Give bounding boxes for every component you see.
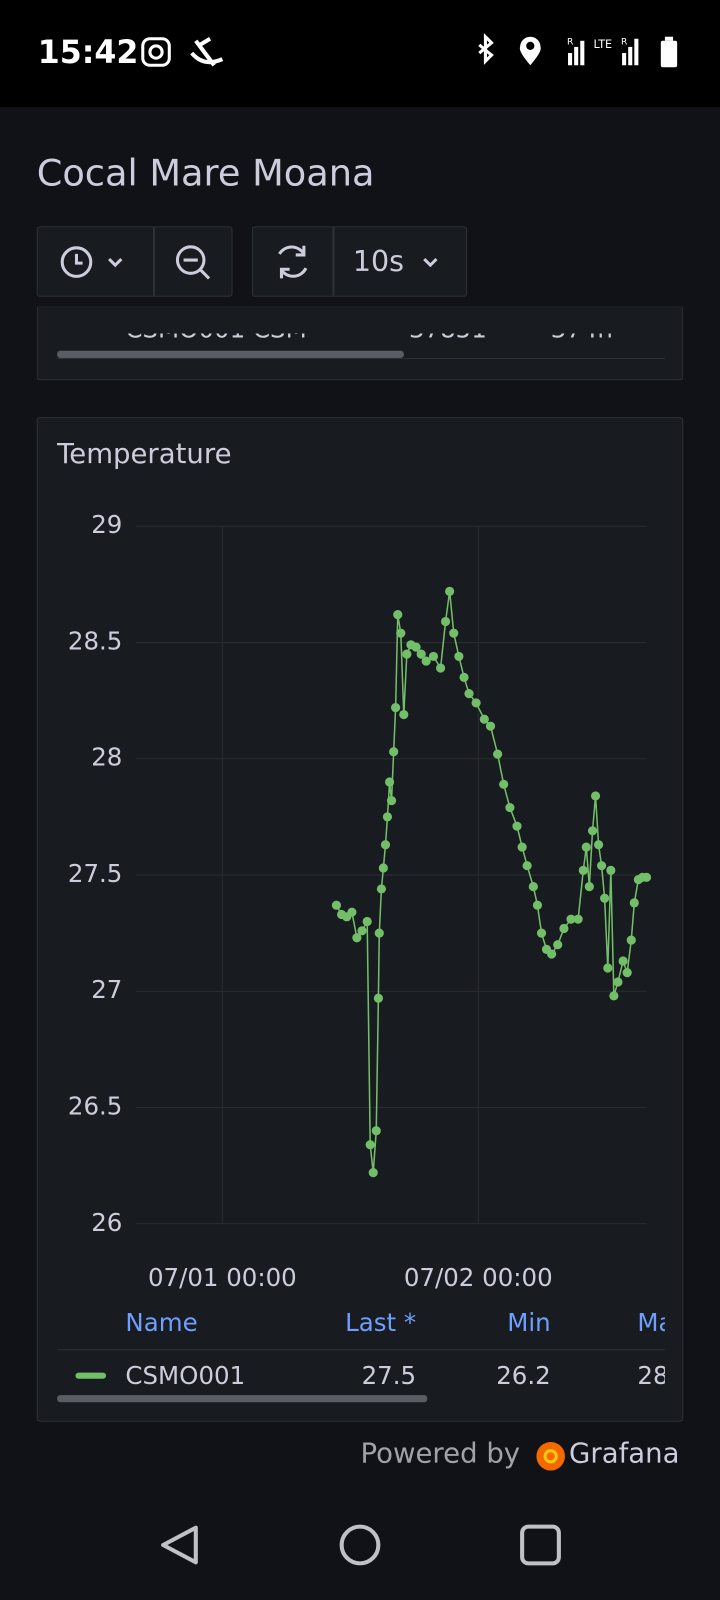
network: LTE (594, 38, 613, 51)
table-header[interactable]: Name (125, 1308, 198, 1337)
prior-panel: CSMO001 CSM 37851 374h (36, 305, 684, 381)
time-picker[interactable] (36, 226, 233, 297)
legend-table: Name Last * Min Max CSMO001 27.5 26.2 28… (38, 1305, 665, 1387)
series-name[interactable]: CSMO001 (125, 1361, 246, 1387)
status-bar: 15:42 R LTE R (0, 0, 720, 108)
scrollbar[interactable] (57, 350, 404, 358)
nav-icons (161, 1524, 561, 1566)
status-icons: R LTE R (141, 33, 678, 68)
prior-cell: 37851 (409, 333, 487, 343)
row-divider (57, 357, 665, 359)
refresh-icons: 10s (278, 227, 438, 296)
last-value: 27.5 (361, 1361, 417, 1387)
temperature-panel: Temperature Name Last * Min Max CSMO001 … (36, 417, 684, 1422)
time-icons (60, 227, 211, 296)
prior-cell: 374h (551, 333, 613, 343)
table-header[interactable]: Min (507, 1308, 551, 1337)
panel-title: Temperature (57, 438, 232, 471)
prior-cell: CSMO001 CSM (125, 333, 306, 343)
table-header[interactable]: Last * (345, 1308, 417, 1337)
powered-by: Powered by (360, 1437, 521, 1470)
scrollbar[interactable] (57, 1395, 428, 1403)
grafana-brand: Grafana (569, 1437, 680, 1470)
roaming: R (621, 36, 628, 47)
max-value: 28.7 (637, 1361, 665, 1387)
prior-table: CSMO001 CSM 37851 374h (38, 333, 683, 379)
table-header[interactable]: Max (637, 1308, 665, 1337)
refresh-interval: 10s (353, 244, 404, 278)
min-value: 26.2 (496, 1361, 551, 1387)
dashboard-title: Cocal Mare Moana (36, 152, 375, 195)
nav-bar (0, 1490, 720, 1600)
legend-swatch (75, 1372, 107, 1379)
refresh-picker[interactable]: 10s (251, 226, 468, 297)
row-divider (57, 1349, 665, 1351)
roaming: R (567, 36, 574, 47)
grafana-logo (536, 1441, 565, 1471)
clock: 15:42 (37, 34, 139, 72)
